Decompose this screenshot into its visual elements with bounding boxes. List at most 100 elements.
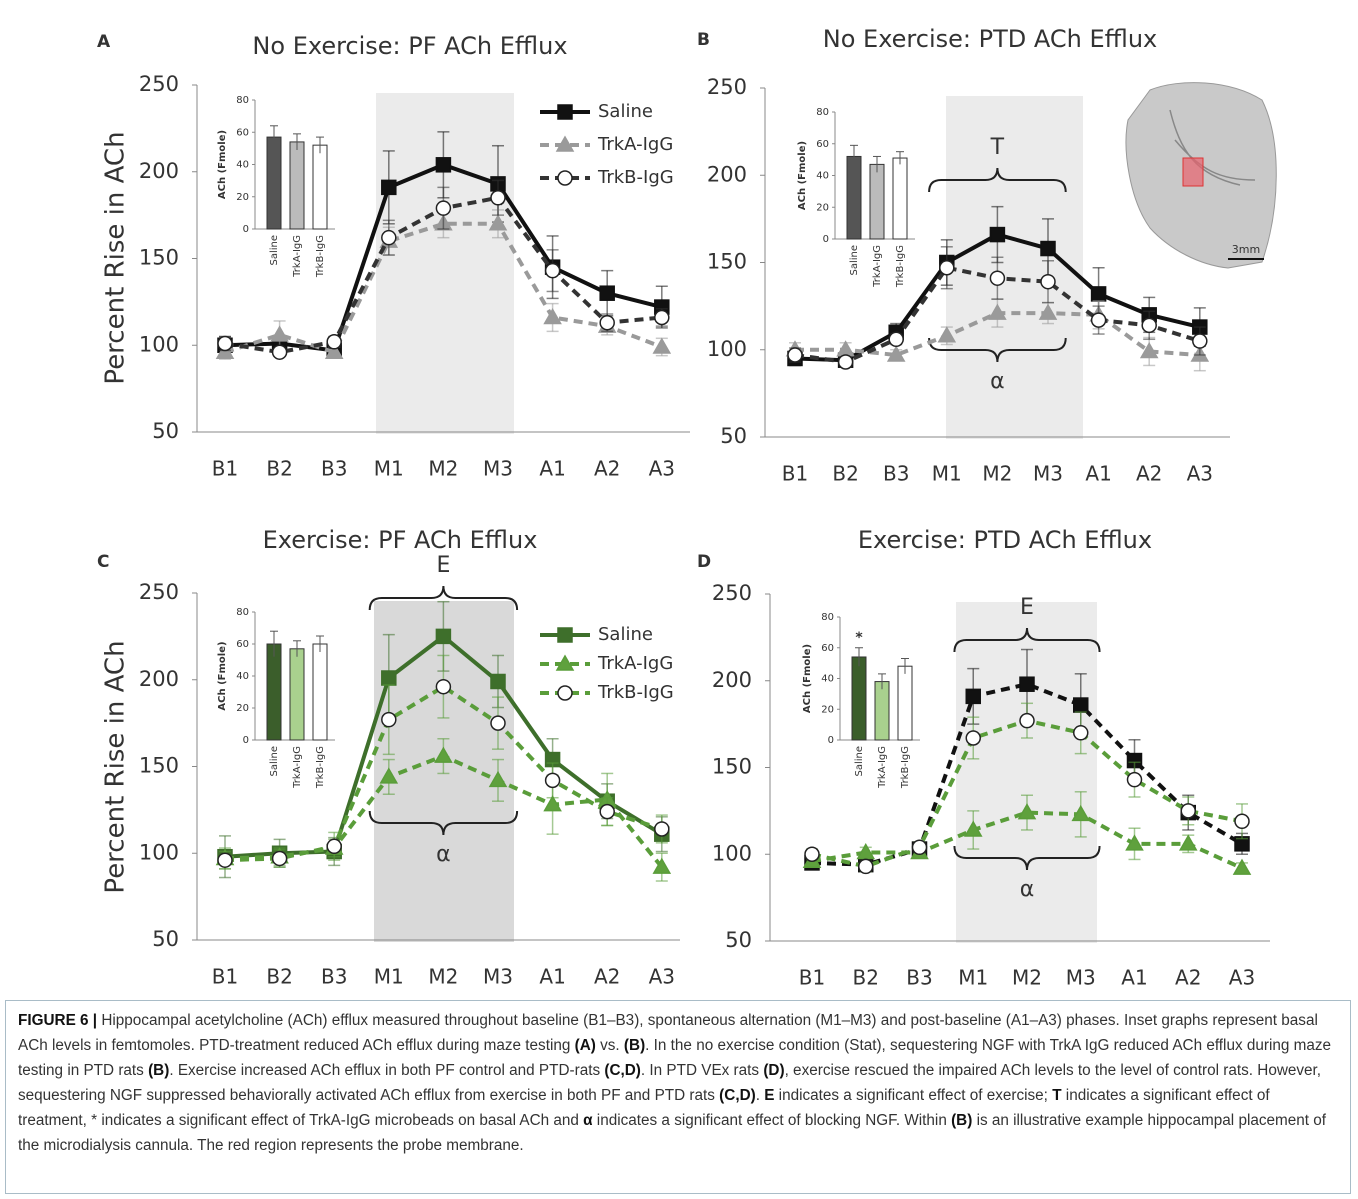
inset-y-tick-label: 60: [236, 639, 249, 650]
x-tick-label: M1: [958, 966, 988, 990]
marker: [856, 843, 876, 860]
marker: [543, 795, 562, 812]
marker: [858, 858, 874, 875]
marker: [937, 326, 957, 343]
inset-y-tick-label: 40: [236, 160, 249, 171]
chart-title: Exercise: PF ACh Efflux: [263, 526, 538, 554]
marker: [381, 179, 397, 196]
marker: [1019, 676, 1035, 692]
x-tick-label: M2: [1012, 966, 1042, 990]
caption-text: indicates a significant effect of exerci…: [774, 1087, 1053, 1104]
inset-y-tick-label: 20: [236, 192, 249, 203]
inset-error-bar: [873, 155, 881, 173]
marker: [271, 344, 288, 360]
marker: [654, 309, 670, 326]
scale-label: 3mm: [1232, 243, 1260, 256]
y-tick-label: 250: [712, 581, 752, 605]
x-tick-label: A1: [539, 457, 565, 481]
x-tick-label: M2: [428, 457, 458, 481]
caption-text: is an illustrative example hippocampal p…: [18, 1112, 1327, 1154]
y-tick-label: 200: [707, 162, 747, 186]
marker: [654, 821, 670, 837]
x-tick-label: A3: [1229, 966, 1255, 990]
marker: [1178, 834, 1198, 851]
annotation: T: [990, 135, 1005, 160]
legend-label: TrkB-IgG: [597, 682, 674, 703]
inset-y-tick-label: 40: [821, 674, 834, 685]
inset-bar: [851, 656, 867, 741]
caption-text: . Exercise increased ACh efflux in both …: [169, 1062, 605, 1079]
inset-x-tick-label: TrkA-IgG: [872, 245, 883, 288]
inset-y-tick-label: 40: [236, 671, 249, 682]
annotation: α: [436, 842, 451, 867]
x-tick-label: B3: [321, 965, 347, 989]
marker: [271, 850, 288, 867]
marker: [490, 715, 506, 731]
caption-bold: α: [583, 1112, 593, 1129]
legend-label: TrkB-IgG: [597, 167, 674, 188]
marker: [804, 846, 820, 862]
caption-bold: T: [1052, 1087, 1062, 1104]
inset-y-tick-label: 0: [243, 224, 249, 235]
marker: [1040, 273, 1056, 290]
x-tick-label: M3: [483, 457, 513, 481]
x-tick-label: A3: [1187, 462, 1213, 486]
brace: [368, 585, 519, 611]
y-tick-label: 50: [152, 927, 179, 951]
marker: [599, 803, 615, 820]
caption-text: vs.: [595, 1037, 624, 1054]
annotation: E: [1020, 595, 1034, 620]
inset-x-tick-label: Saline: [849, 245, 860, 276]
marker: [435, 200, 452, 216]
inset-error-bar: [850, 144, 858, 168]
annotation: E: [436, 553, 450, 578]
caption-text: indicates a significant effect of treatm…: [18, 1087, 1270, 1129]
marker: [544, 772, 561, 789]
marker: [490, 673, 506, 690]
x-tick-label: M3: [1033, 462, 1063, 486]
marker: [599, 314, 615, 331]
caption-text: . In PTD VEx rats: [640, 1062, 764, 1079]
inset-y-tick-label: 0: [828, 735, 834, 746]
inset-y-label: ACh (Fmole): [797, 141, 808, 210]
marker: [557, 685, 573, 701]
inset-y-tick-label: 80: [236, 95, 249, 106]
inset-y-tick-label: 80: [816, 107, 829, 118]
y-tick-label: 50: [720, 424, 747, 448]
x-tick-label: M1: [374, 965, 404, 989]
annotation: α: [990, 369, 1005, 394]
legend-label: TrkA-IgG: [597, 653, 673, 674]
brace: [953, 627, 1101, 653]
x-tick-label: B2: [832, 462, 858, 486]
panel-letter: D: [697, 552, 711, 572]
inset-error-bar: [316, 635, 324, 652]
y-tick-label: 150: [139, 754, 179, 778]
marker: [270, 325, 289, 342]
marker: [217, 335, 233, 352]
inset-error-bar: [878, 673, 886, 690]
marker: [326, 334, 342, 350]
marker: [435, 157, 452, 173]
marker: [599, 285, 615, 301]
inset-y-tick-label: 0: [823, 234, 829, 245]
legend-label: Saline: [598, 624, 653, 645]
inset-error-bar: [270, 125, 278, 149]
marker: [217, 852, 233, 868]
caption-bold: FIGURE 6 |: [18, 1012, 98, 1029]
marker: [989, 226, 1006, 243]
inset-y-label: ACh (Fmole): [217, 130, 228, 199]
marker: [1090, 286, 1107, 302]
y-tick-label: 100: [712, 841, 752, 865]
inset-bar: [897, 665, 913, 741]
y-tick-label: 250: [139, 580, 179, 604]
inset-y-tick-label: 80: [821, 612, 834, 623]
y-axis-label: Percent Rise in ACh: [101, 640, 131, 893]
inset-x-tick-label: TrkB-IgG: [315, 235, 326, 278]
x-tick-label: A1: [539, 965, 565, 989]
marker: [1073, 697, 1089, 713]
marker: [1192, 333, 1208, 349]
caption-bold: (C,D): [604, 1062, 641, 1079]
caption-text: indicates a significant effect of blocki…: [592, 1112, 952, 1129]
inset-bar: [846, 155, 862, 240]
x-tick-label: A2: [594, 965, 620, 989]
